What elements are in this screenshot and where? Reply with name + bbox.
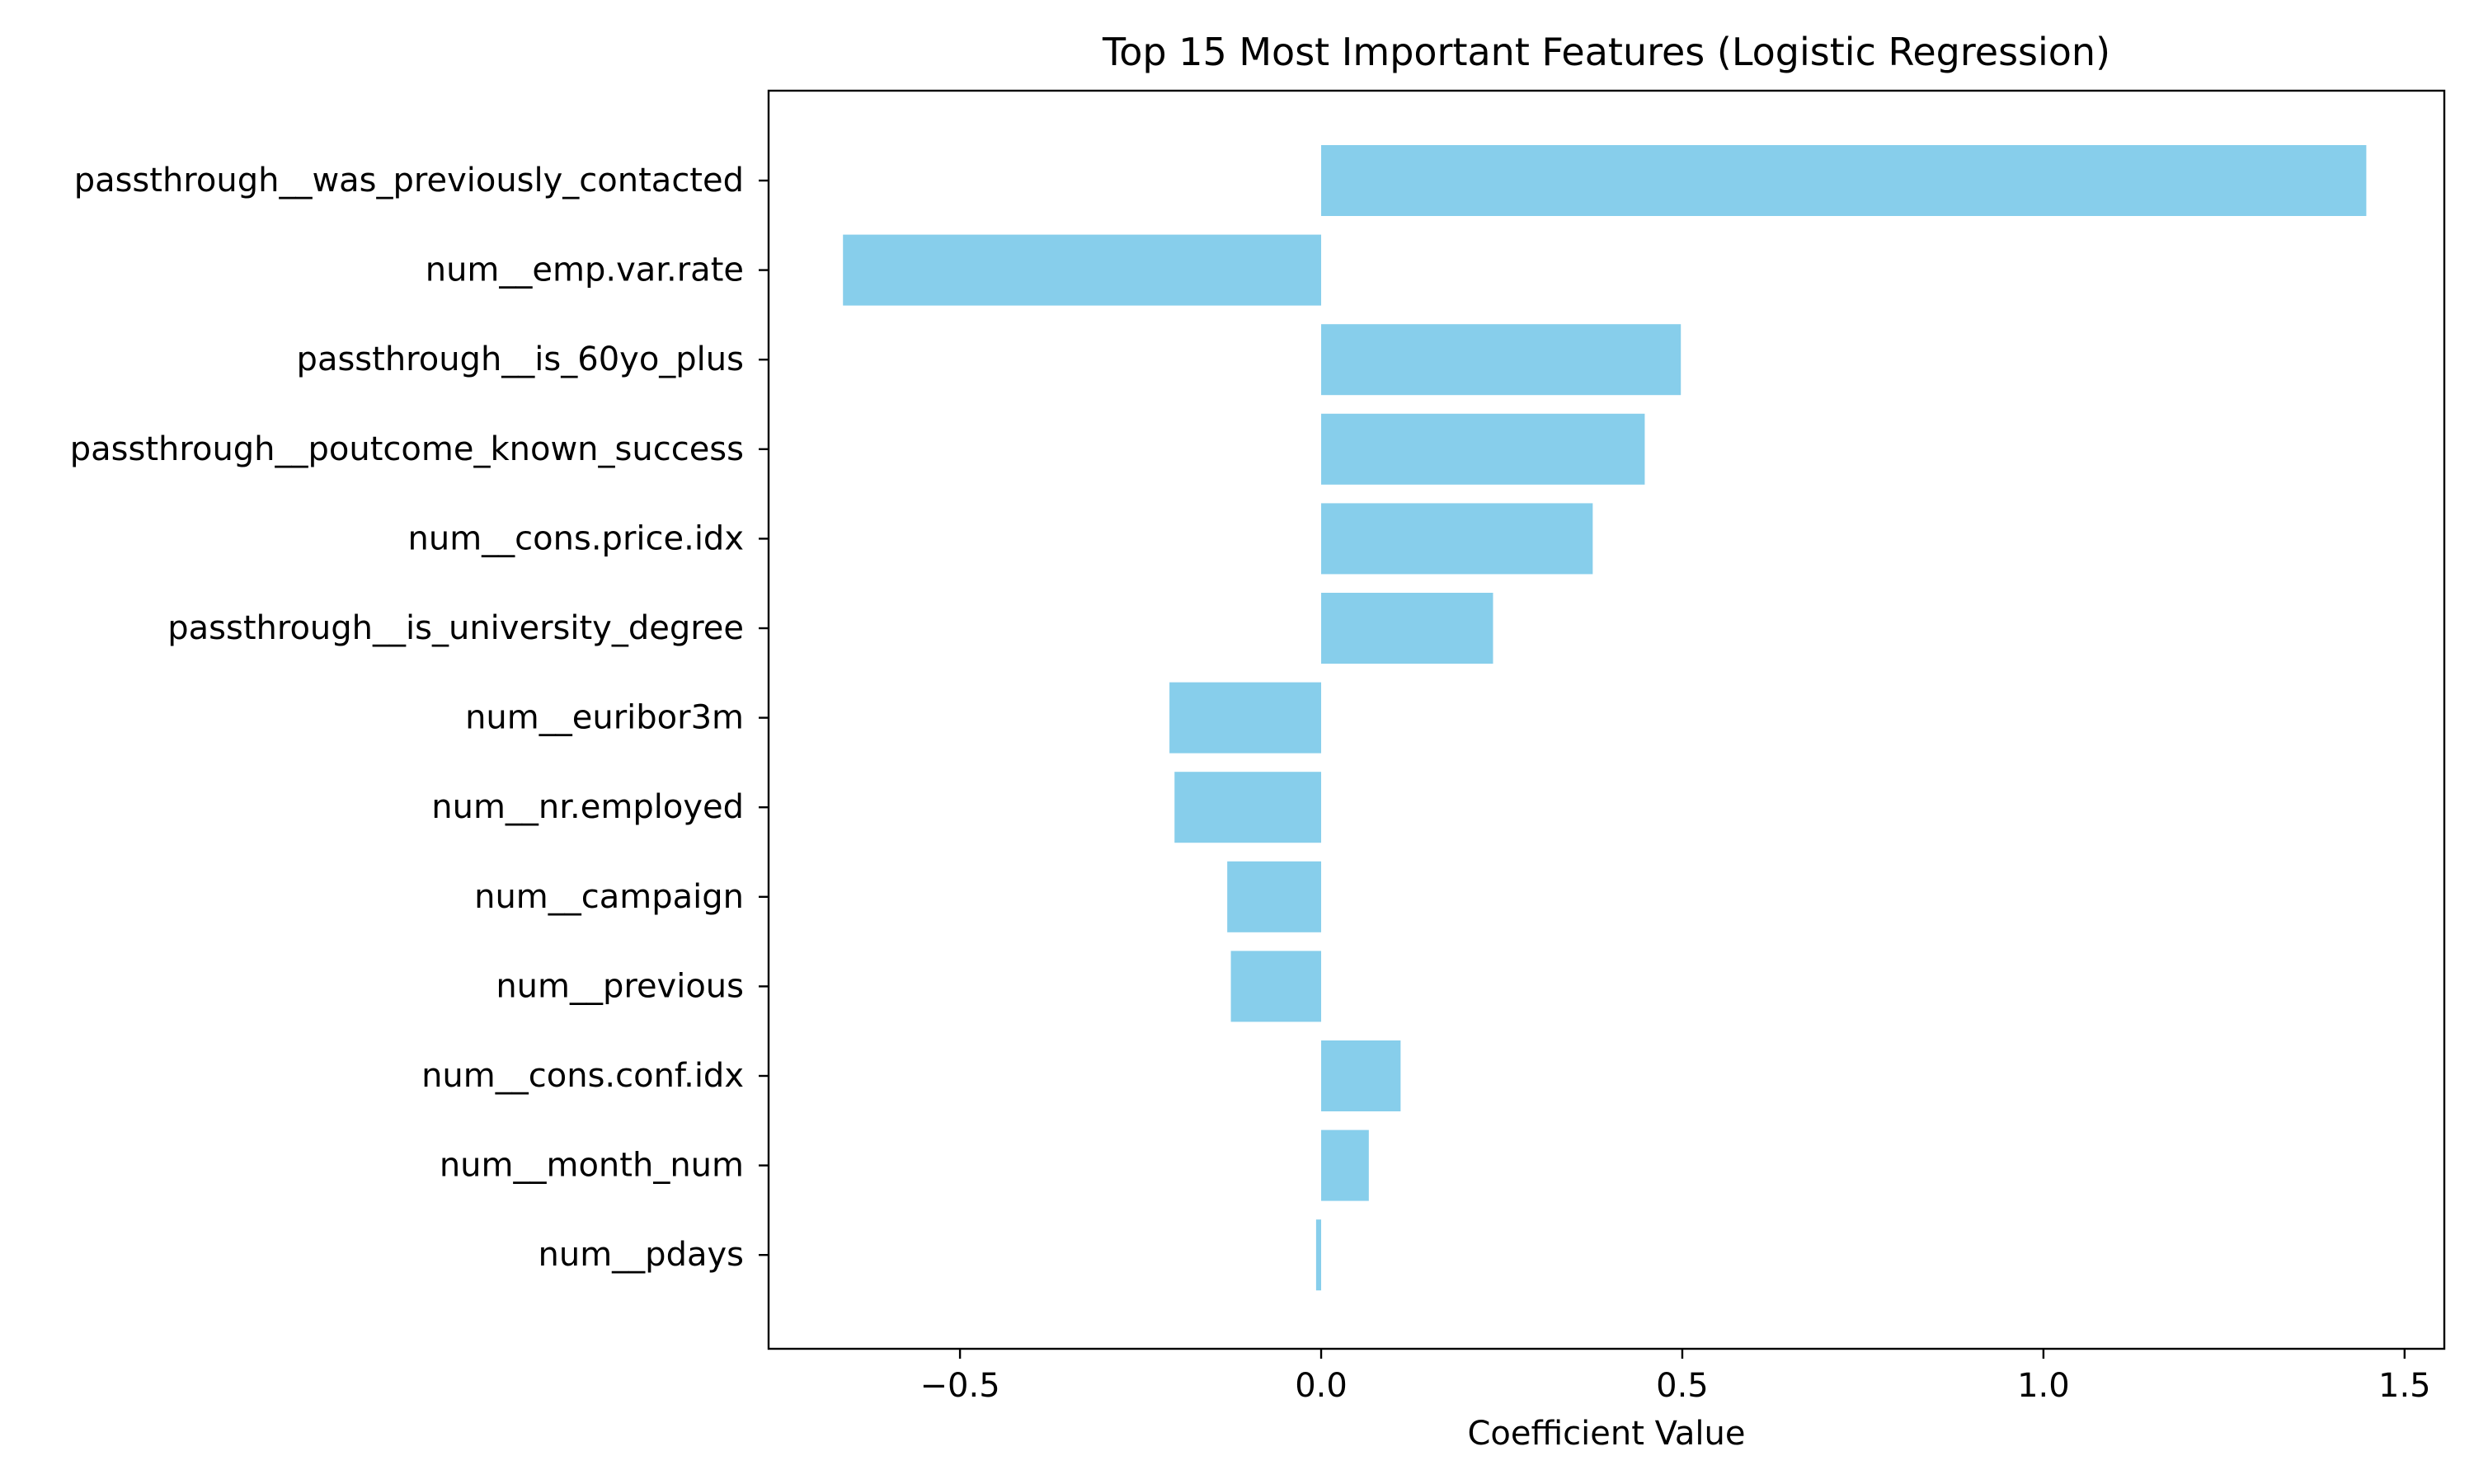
- bar: [843, 234, 1322, 306]
- x-axis: −0.5 0.0 0.5 1.0 1.5: [920, 1349, 2431, 1405]
- y-tick-label: num__pdays: [539, 1236, 744, 1274]
- y-tick-label: num__nr.employed: [431, 788, 744, 826]
- bar: [1169, 682, 1322, 754]
- y-tick-label: num__previous: [496, 967, 744, 1005]
- y-tick-label: num__month_num: [440, 1147, 744, 1185]
- x-tick-label: −0.5: [920, 1367, 1000, 1405]
- y-tick-label: num__euribor3m: [465, 699, 744, 737]
- bar: [1321, 413, 1645, 485]
- y-axis: passthrough__was_previously_contactednum…: [70, 162, 769, 1274]
- bar: [1321, 1129, 1369, 1201]
- bars-layer: [843, 145, 2367, 1291]
- bar: [1321, 1040, 1401, 1111]
- bar: [1321, 324, 1681, 396]
- y-tick-label: num__cons.conf.idx: [421, 1057, 744, 1095]
- y-tick-label: num__emp.var.rate: [426, 251, 744, 289]
- y-tick-label: num__cons.price.idx: [408, 519, 744, 557]
- x-tick-label: 1.0: [2017, 1367, 2070, 1405]
- x-axis-label: Coefficient Value: [1468, 1415, 1746, 1453]
- y-tick-label: passthrough__is_university_degree: [167, 609, 744, 647]
- y-tick-label: passthrough__poutcome_known_success: [70, 430, 744, 468]
- y-tick-label: passthrough__was_previously_contacted: [74, 162, 744, 200]
- bar: [1315, 1219, 1322, 1291]
- x-tick-label: 1.5: [2378, 1367, 2431, 1405]
- bar: [1321, 145, 2367, 216]
- x-tick-label: 0.0: [1295, 1367, 1348, 1405]
- y-tick-label: num__campaign: [474, 878, 744, 916]
- x-tick-label: 0.5: [1656, 1367, 1709, 1405]
- bar: [1230, 951, 1322, 1022]
- bar: [1321, 503, 1593, 575]
- bar: [1174, 772, 1322, 843]
- bar: [1321, 593, 1493, 664]
- bar: [1227, 861, 1322, 932]
- chart-title: Top 15 Most Important Features (Logistic…: [1102, 30, 2110, 74]
- y-tick-label: passthrough__is_60yo_plus: [297, 340, 744, 378]
- plot-frame: [767, 89, 2446, 1350]
